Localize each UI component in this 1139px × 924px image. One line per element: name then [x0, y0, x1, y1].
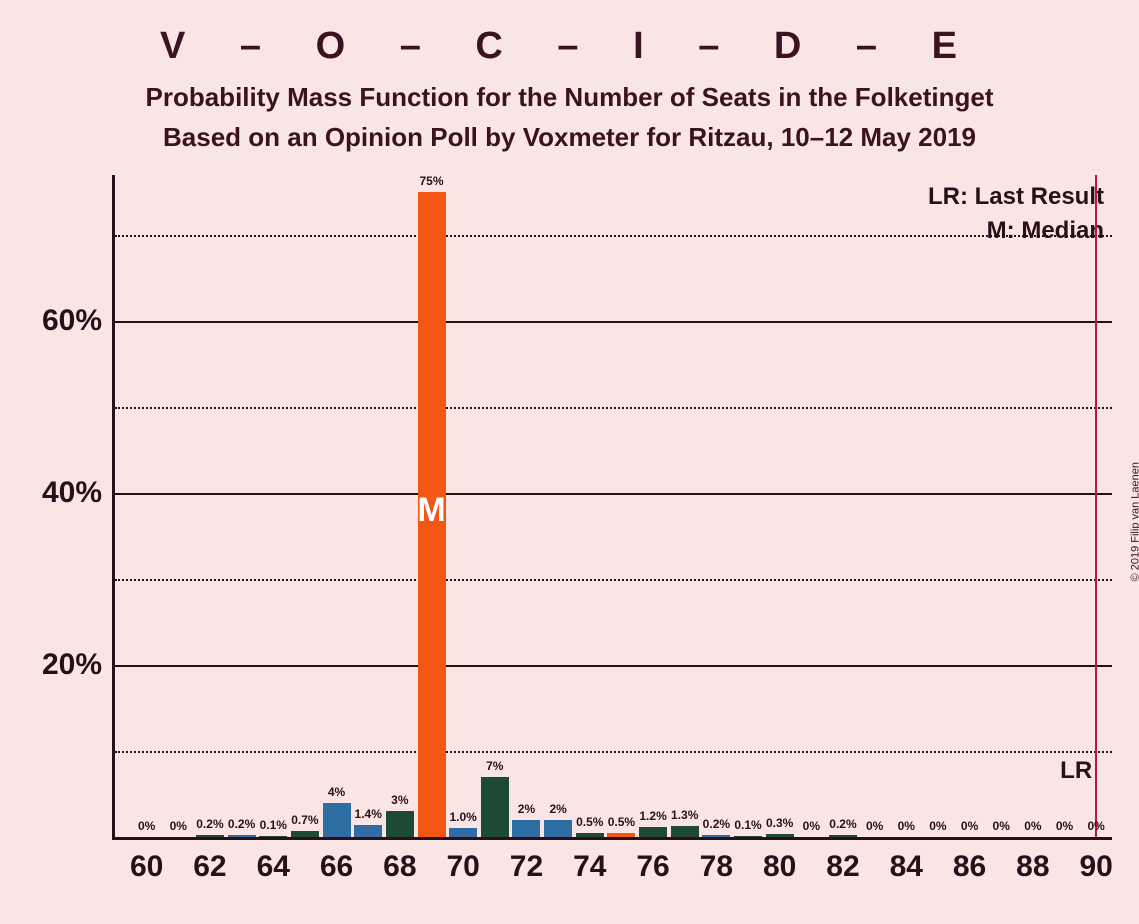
bar: [228, 835, 256, 837]
chart-plot-area: LR: Last Result M: Median 20%40%60%60626…: [112, 175, 1112, 840]
bar: [576, 833, 604, 837]
bar: [449, 828, 477, 837]
gridline-minor: [115, 579, 1112, 581]
bar: [702, 835, 730, 837]
bar-value-label: 0.2%: [829, 817, 856, 831]
bar-value-label: 0%: [803, 819, 820, 833]
bar-value-label: 1.2%: [639, 809, 666, 823]
x-tick-label: 76: [636, 850, 669, 884]
bar-value-label: 3%: [391, 793, 408, 807]
bar-value-label: 0%: [138, 819, 155, 833]
bar-value-label: 0.2%: [228, 817, 255, 831]
bar: [829, 835, 857, 837]
bar: [323, 803, 351, 837]
bar-value-label: 0%: [1056, 819, 1073, 833]
gridline-major: [115, 321, 1112, 323]
x-tick-label: 88: [1016, 850, 1049, 884]
bar: [386, 811, 414, 837]
x-tick-label: 62: [193, 850, 226, 884]
bar-value-label: 0%: [1024, 819, 1041, 833]
bar-value-label: 7%: [486, 759, 503, 773]
credit-text: © 2019 Filip van Laenen: [1129, 462, 1139, 581]
x-tick-label: 70: [446, 850, 479, 884]
lr-line: [1095, 175, 1097, 837]
bar-value-label: 0.2%: [196, 817, 223, 831]
y-tick-label: 60%: [42, 304, 102, 338]
bar-value-label: 0%: [866, 819, 883, 833]
x-tick-label: 86: [953, 850, 986, 884]
x-tick-label: 90: [1079, 850, 1112, 884]
bar-value-label: 0%: [993, 819, 1010, 833]
bar-value-label: 2%: [549, 802, 566, 816]
bar: [639, 827, 667, 837]
x-tick-label: 68: [383, 850, 416, 884]
bar-value-label: 0.5%: [608, 815, 635, 829]
bar: [607, 833, 635, 837]
bar: [291, 831, 319, 837]
legend-lr: LR: Last Result: [928, 183, 1104, 211]
bar-value-label: 2%: [518, 802, 535, 816]
bar: [354, 825, 382, 837]
y-tick-label: 40%: [42, 476, 102, 510]
bar-value-label: 0.2%: [703, 817, 730, 831]
x-tick-label: 74: [573, 850, 606, 884]
bar-value-label: 1.3%: [671, 808, 698, 822]
x-tick-label: 80: [763, 850, 796, 884]
bar-value-label: 0%: [898, 819, 915, 833]
bar-value-label: 0.1%: [734, 818, 761, 832]
x-tick-label: 64: [257, 850, 290, 884]
bar-value-label: 0%: [961, 819, 978, 833]
bar-value-label: 4%: [328, 785, 345, 799]
gridline-minor: [115, 751, 1112, 753]
y-tick-label: 20%: [42, 648, 102, 682]
bar-value-label: 0%: [1088, 819, 1105, 833]
bar: [512, 820, 540, 837]
bar-value-label: 1.4%: [355, 807, 382, 821]
lr-label: LR: [1060, 757, 1092, 785]
gridline-major: [115, 665, 1112, 667]
page-root: V – O – C – I – D – E Probability Mass F…: [0, 0, 1139, 924]
gridline-minor: [115, 407, 1112, 409]
legend-m: M: Median: [987, 217, 1104, 245]
gridline-minor: [115, 235, 1112, 237]
bar-value-label: 1.0%: [449, 810, 476, 824]
bar-value-label: 75%: [419, 174, 443, 188]
bar: [481, 777, 509, 837]
x-tick-label: 60: [130, 850, 163, 884]
gridline-major: [115, 493, 1112, 495]
x-tick-label: 72: [510, 850, 543, 884]
x-tick-label: 82: [826, 850, 859, 884]
chart-title: V – O – C – I – D – E: [0, 25, 1139, 68]
bar-value-label: 0%: [170, 819, 187, 833]
bar-value-label: 0%: [929, 819, 946, 833]
x-tick-label: 66: [320, 850, 353, 884]
x-axis: [112, 837, 1112, 840]
bar: [766, 834, 794, 837]
chart-subtitle-1: Probability Mass Function for the Number…: [0, 82, 1139, 113]
bar-value-label: 0.1%: [260, 818, 287, 832]
bar: [671, 826, 699, 837]
bar-value-label: 0.7%: [291, 813, 318, 827]
bar-value-label: 0.3%: [766, 816, 793, 830]
bar: [734, 836, 762, 837]
chart-subtitle-2: Based on an Opinion Poll by Voxmeter for…: [0, 122, 1139, 153]
x-tick-label: 84: [890, 850, 923, 884]
y-axis: [112, 175, 115, 840]
bar: [196, 835, 224, 837]
x-tick-label: 78: [700, 850, 733, 884]
bar-value-label: 0.5%: [576, 815, 603, 829]
bar: [544, 820, 572, 837]
median-label: M: [417, 491, 445, 530]
bar: [259, 836, 287, 837]
